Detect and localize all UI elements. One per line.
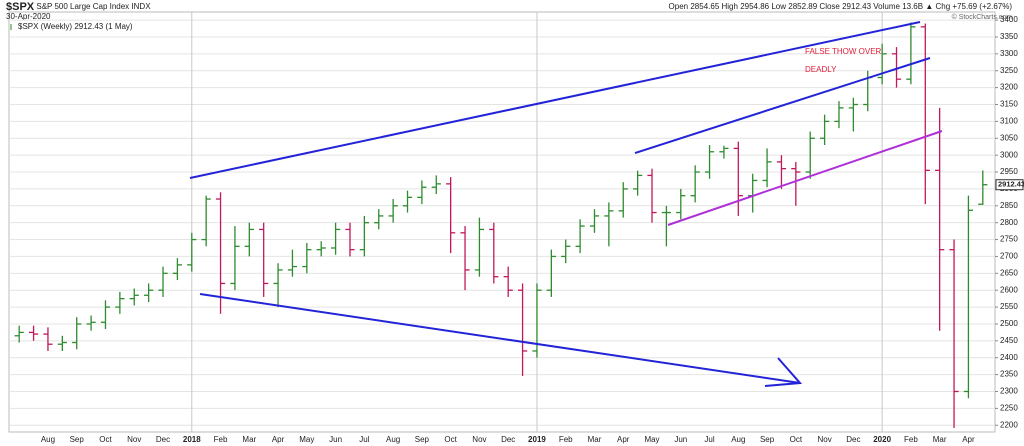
index-name: S&P 500 Large Cap Index — [36, 2, 129, 11]
stat-label: Close — [819, 2, 840, 11]
x-tick-label: Mar — [933, 435, 947, 444]
last-price-box — [995, 179, 1024, 191]
x-tick-label: Sep — [760, 435, 775, 444]
y-tick-label: 3200 — [1000, 83, 1018, 92]
x-tick-label: Aug — [41, 435, 55, 444]
y-tick-label: 2350 — [1000, 370, 1018, 379]
y-tick-label: 2800 — [1000, 218, 1018, 227]
x-tick-label: Oct — [444, 435, 457, 444]
y-tick-label: 3050 — [1000, 133, 1018, 142]
y-tick-label: 3250 — [1000, 66, 1018, 75]
x-tick-label: Nov — [127, 435, 141, 444]
legend-date: (1 May) — [105, 22, 132, 31]
y-tick-label: 2600 — [1000, 285, 1018, 294]
y-tick-label: 2850 — [1000, 201, 1018, 210]
y-tick-label: 3350 — [1000, 32, 1018, 41]
y-tick-label: 2200 — [1000, 420, 1018, 429]
x-tick-label: 2018 — [183, 435, 201, 444]
y-tick-label: 2400 — [1000, 353, 1018, 362]
y-tick-label: 3400 — [1000, 15, 1018, 24]
y-tick-label: 3300 — [1000, 49, 1018, 58]
x-tick-label: Jun — [329, 435, 342, 444]
stat-value: 2852.89 — [788, 2, 817, 11]
stat-label: High — [722, 2, 738, 11]
x-tick-label: Nov — [472, 435, 486, 444]
y-tick-label: 3100 — [1000, 116, 1018, 125]
stat-value: +75.69 (+2.67%) — [952, 2, 1012, 11]
last-price-label: 2912.43 — [998, 180, 1024, 189]
legend-value: 2912.43 — [74, 22, 103, 31]
legend: $SPX (Weekly) 2912.43 (1 May) — [18, 22, 133, 31]
x-tick-label: Dec — [846, 435, 860, 444]
x-tick-label: Dec — [156, 435, 170, 444]
x-tick-label: Apr — [272, 435, 285, 444]
date: 30-Apr-2020 — [6, 12, 51, 21]
x-tick-label: Feb — [559, 435, 573, 444]
x-tick-label: Jul — [359, 435, 369, 444]
trend-lines — [189, 21, 943, 387]
x-tick-label: Feb — [904, 435, 918, 444]
x-tick-label: 2020 — [873, 435, 891, 444]
stat-label: Low — [771, 2, 786, 11]
annotation: FALSE THOW OVER — [805, 47, 882, 56]
credit: © StockCharts.com — [952, 13, 1013, 21]
trend-line — [634, 57, 931, 154]
x-tick-label: Jun — [674, 435, 687, 444]
y-tick-label: 3150 — [1000, 100, 1018, 109]
stat-label: Volume — [873, 2, 900, 11]
x-tick-label: May — [644, 435, 659, 444]
x-tick-label: Aug — [731, 435, 745, 444]
x-tick-label: Oct — [790, 435, 803, 444]
y-tick-label: 2250 — [1000, 403, 1018, 412]
x-tick-label: Sep — [70, 435, 85, 444]
y-tick-label: 2700 — [1000, 252, 1018, 261]
x-tick-label: Jul — [704, 435, 714, 444]
x-tick-label: Mar — [242, 435, 256, 444]
stat-value: 2954.86 — [740, 2, 769, 11]
x-tick-label: Sep — [415, 435, 430, 444]
trend-line — [667, 130, 943, 226]
y-tick-label: 2950 — [1000, 167, 1018, 176]
x-tick-label: Apr — [962, 435, 975, 444]
y-tick-label: 2650 — [1000, 268, 1018, 277]
y-tick-label: 2550 — [1000, 302, 1018, 311]
symbol: $SPX — [6, 1, 35, 13]
annotation: DEADLY — [805, 65, 837, 74]
y-tick-label: 2450 — [1000, 336, 1018, 345]
y-tick-label: 3000 — [1000, 150, 1018, 159]
x-tick-label: Mar — [588, 435, 602, 444]
x-tick-label: Dec — [501, 435, 515, 444]
x-tick-label: Aug — [386, 435, 400, 444]
x-tick-label: Oct — [99, 435, 112, 444]
stat-value: 2912.43 — [842, 2, 871, 11]
x-tick-label: Apr — [617, 435, 630, 444]
trend-line — [199, 293, 801, 384]
stat-label: Chg — [935, 2, 950, 11]
stat-value: 13.6B — [902, 2, 923, 11]
exchange: INDX — [131, 2, 151, 11]
x-tick-label: 2019 — [528, 435, 546, 444]
y-tick-label: 2500 — [1000, 319, 1018, 328]
plot: 2200 2250 2300 2350 2400 2450 2500 2550 2600 2650… — [9, 12, 1024, 444]
y-tick-label: 2300 — [1000, 387, 1018, 396]
header-stats: Open 2854.65 High 2954.86 Low 2852.89 Cl… — [669, 2, 1013, 11]
trend-line — [189, 21, 921, 179]
arrow-head — [764, 357, 803, 387]
stat-value: 2854.65 — [690, 2, 719, 11]
y-tick-label: 2750 — [1000, 235, 1018, 244]
x-tick-label: Feb — [214, 435, 228, 444]
x-tick-label: Nov — [817, 435, 831, 444]
plot-frame — [8, 11, 996, 433]
legend-label: $SPX (Weekly) — [18, 22, 72, 31]
stat-label: Open — [669, 2, 689, 11]
x-tick-label: May — [299, 435, 314, 444]
header-left: $SPX S&P 500 Large Cap Index INDX — [6, 1, 151, 13]
